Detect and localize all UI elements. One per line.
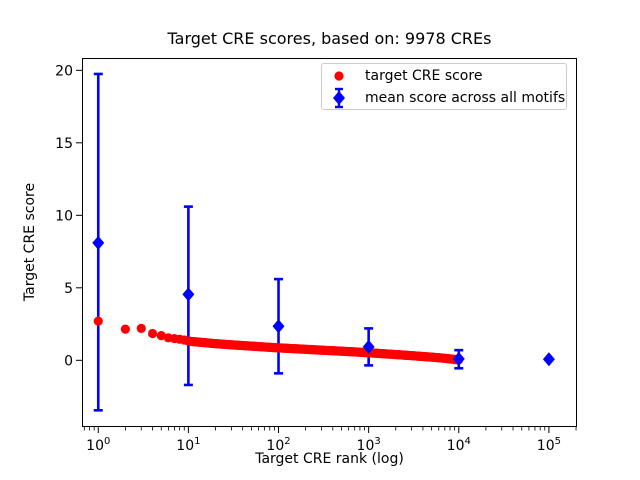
legend-label: target CRE score [365,68,483,84]
y-tick-label: 5 [64,281,73,297]
legend-label: mean score across all motifs [365,90,566,106]
mean-score-diamonds [92,235,555,367]
target-score-markers [93,316,464,365]
y-tick-label: 0 [64,353,73,369]
x-tick-label: 104 [447,436,471,454]
plot-frame [82,58,577,427]
chart-title: Target CRE scores, based on: 9978 CREs [167,29,492,48]
axes-frame-and-ticks: 100 101 102 103 104 105 0 5 10 15 20 [55,58,577,454]
x-tick-label: 100 [86,436,110,454]
y-tick-label: 10 [55,208,73,224]
x-tick-label: 105 [537,436,561,454]
x-tick-label: 101 [176,436,200,454]
x-tick-label: 102 [266,436,290,454]
mean-score-errorbars [93,72,554,412]
legend-item-target-score: target CRE score [322,65,566,87]
y-tick-label: 15 [55,136,73,152]
legend-item-mean-score: mean score across all motifs [322,87,566,109]
red-circle-icon [334,71,344,81]
y-tick-label: 20 [55,63,73,79]
legend: target CRE score mean score across all m… [321,63,567,110]
x-tick-label: 103 [357,436,381,454]
blue-diamond-errorbar-icon [333,87,345,109]
x-axis-label: Target CRE rank (log) [255,451,404,467]
